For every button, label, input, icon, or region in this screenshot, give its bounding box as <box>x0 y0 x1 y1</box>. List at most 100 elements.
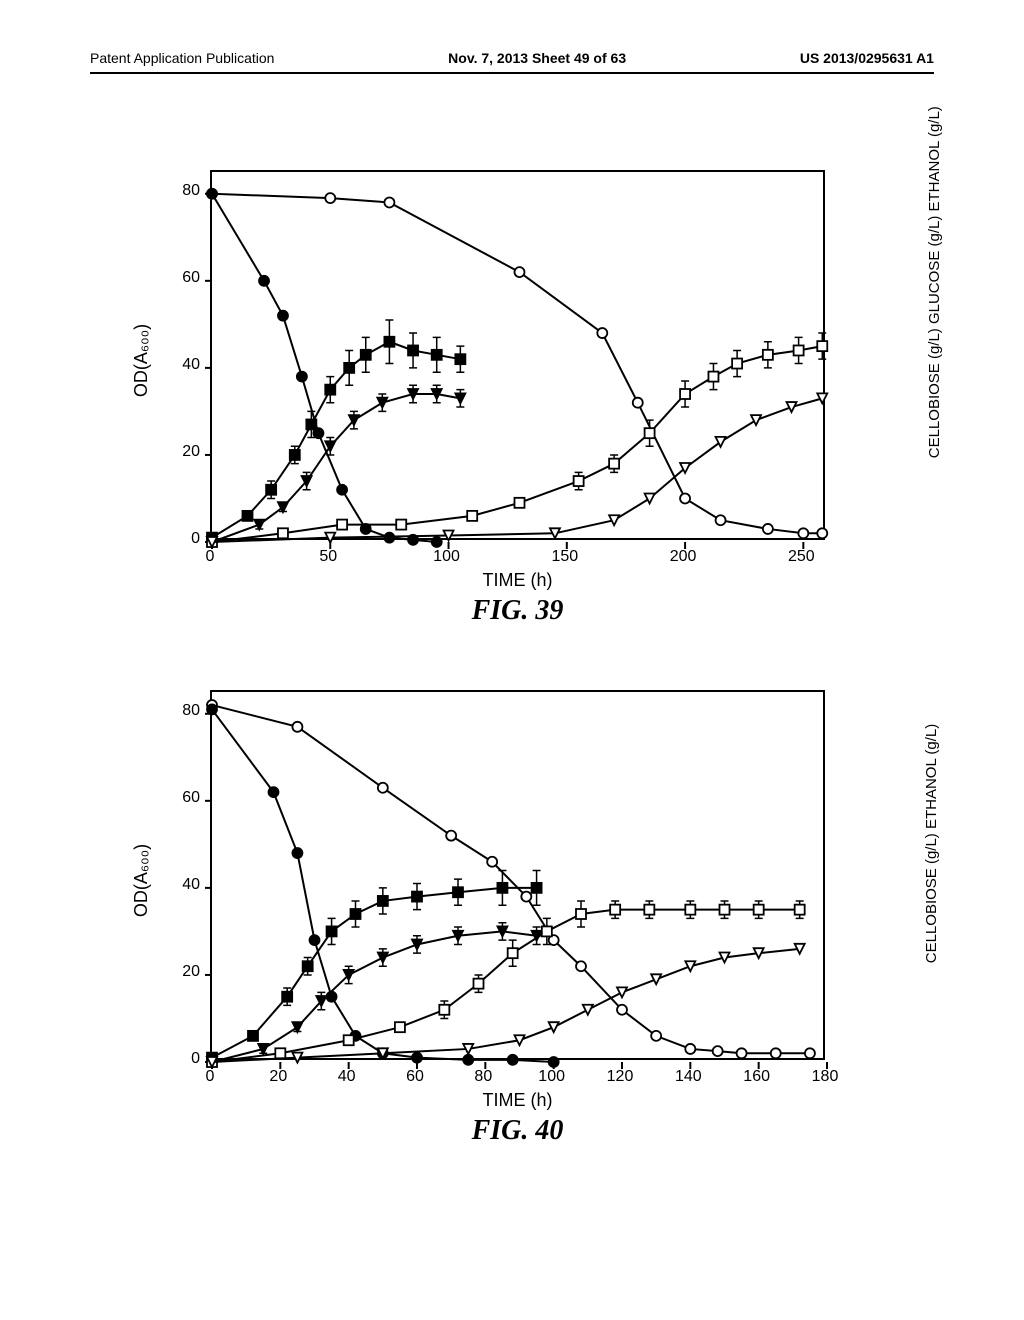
fig39-ylabel-left: OD(A₆₀₀) <box>131 324 152 397</box>
fig40-marker-open-circle <box>737 1048 747 1058</box>
fig40-marker-filled-triangle <box>412 939 422 949</box>
fig40-marker-filled-triangle <box>453 931 463 941</box>
fig39-marker-filled-square <box>290 450 300 460</box>
fig40-xtick: 60 <box>395 1068 435 1086</box>
fig40-marker-open-triangle <box>292 1053 302 1063</box>
fig39-series-filled-circle <box>212 194 437 542</box>
page-header: Patent Application Publication Nov. 7, 2… <box>0 50 1024 74</box>
fig40-marker-open-square <box>610 905 620 915</box>
fig40-marker-open-triangle <box>617 987 627 997</box>
fig40-marker-open-triangle <box>720 953 730 963</box>
fig39-marker-open-square <box>515 498 525 508</box>
fig39-xtick: 250 <box>781 548 821 566</box>
fig40-marker-open-circle <box>771 1048 781 1058</box>
fig40-marker-open-square <box>275 1048 285 1058</box>
header-left: Patent Application Publication <box>90 50 274 66</box>
fig40-xtick: 140 <box>668 1068 708 1086</box>
fig39-ytick: 0 <box>165 530 200 548</box>
fig40-marker-open-triangle <box>685 961 695 971</box>
fig40-marker-filled-square <box>351 909 361 919</box>
fig39-marker-filled-circle <box>278 311 288 321</box>
fig40-marker-filled-circle <box>292 848 302 858</box>
fig40-marker-filled-square <box>282 992 292 1002</box>
fig39-marker-open-square <box>794 345 804 355</box>
fig40-ytick: 40 <box>165 876 200 894</box>
fig40-xtick: 160 <box>737 1068 777 1086</box>
fig40-ytick: 60 <box>165 789 200 807</box>
fig39-marker-open-square <box>680 389 690 399</box>
fig40-xtick: 20 <box>258 1068 298 1086</box>
fig39-marker-open-square <box>574 476 584 486</box>
fig39-marker-filled-square <box>455 354 465 364</box>
fig39-marker-open-circle <box>515 267 525 277</box>
fig40-xtick: 100 <box>532 1068 572 1086</box>
fig39-marker-filled-circle <box>432 537 442 547</box>
fig39-marker-filled-circle <box>384 533 394 543</box>
fig39-marker-filled-circle <box>207 189 217 199</box>
fig40-xtick: 80 <box>463 1068 503 1086</box>
fig40-marker-open-circle <box>651 1031 661 1041</box>
fig40-xtick: 0 <box>190 1068 230 1086</box>
fig39-xtick: 0 <box>190 548 230 566</box>
fig39-marker-open-circle <box>763 524 773 534</box>
fig40-marker-open-triangle <box>463 1044 473 1054</box>
figure-40: OD(A₆₀₀) CELLOBIOSE (g/L) ETHANOL (g/L) … <box>95 690 925 1160</box>
fig39-marker-open-triangle <box>787 402 797 412</box>
fig39-marker-filled-triangle <box>377 398 387 408</box>
fig40-marker-open-square <box>754 905 764 915</box>
fig40-series-filled-triangle <box>212 931 537 1062</box>
fig39-marker-open-square <box>337 520 347 530</box>
fig39-marker-filled-circle <box>337 485 347 495</box>
fig39-marker-open-circle <box>384 197 394 207</box>
fig39-marker-open-triangle <box>444 530 454 540</box>
fig39-ytick: 80 <box>165 182 200 200</box>
fig40-marker-filled-triangle <box>378 953 388 963</box>
fig40-marker-filled-circle <box>269 787 279 797</box>
fig40-marker-open-triangle <box>754 948 764 958</box>
fig40-marker-open-square <box>576 909 586 919</box>
fig39-marker-open-circle <box>597 328 607 338</box>
fig40-marker-open-circle <box>521 892 531 902</box>
fig39-xlabel: TIME (h) <box>210 570 825 591</box>
fig39-marker-open-triangle <box>645 493 655 503</box>
fig40-marker-filled-square <box>497 883 507 893</box>
fig40-marker-filled-square <box>327 926 337 936</box>
fig39-marker-open-square <box>278 528 288 538</box>
fig40-ytick: 80 <box>165 702 200 720</box>
fig39-xtick: 100 <box>427 548 467 566</box>
fig39-ylabel-right: CELLOBIOSE (g/L) GLUCOSE (g/L) ETHANOL (… <box>927 258 944 458</box>
fig40-ytick: 20 <box>165 963 200 981</box>
fig40-marker-open-circle <box>713 1046 723 1056</box>
fig39-marker-filled-square <box>266 485 276 495</box>
fig39-marker-open-triangle <box>550 528 560 538</box>
fig39-marker-open-circle <box>633 398 643 408</box>
fig40-xlabel: TIME (h) <box>210 1090 825 1111</box>
fig40-marker-open-triangle <box>795 944 805 954</box>
fig40-marker-filled-square <box>412 892 422 902</box>
fig39-ytick: 40 <box>165 356 200 374</box>
fig39-marker-open-circle <box>680 493 690 503</box>
fig40-series-filled-square <box>212 888 537 1058</box>
fig39-marker-filled-circle <box>259 276 269 286</box>
fig40-marker-open-triangle <box>515 1035 525 1045</box>
fig40-marker-open-square <box>439 1005 449 1015</box>
fig39-marker-filled-square <box>242 511 252 521</box>
fig40-marker-open-circle <box>292 722 302 732</box>
fig40-marker-open-triangle <box>651 974 661 984</box>
fig40-marker-filled-square <box>303 961 313 971</box>
fig40-marker-filled-square <box>248 1031 258 1041</box>
fig39-caption: FIG. 39 <box>210 595 825 627</box>
fig39-marker-open-circle <box>798 528 808 538</box>
fig40-marker-filled-circle <box>508 1055 518 1065</box>
fig39-marker-open-square <box>609 459 619 469</box>
fig40-caption: FIG. 40 <box>210 1115 825 1147</box>
fig39-series-open-circle <box>212 194 822 534</box>
fig40-marker-filled-circle <box>327 992 337 1002</box>
fig39-marker-open-circle <box>325 193 335 203</box>
fig39-plot <box>210 170 825 540</box>
fig40-marker-open-circle <box>805 1048 815 1058</box>
fig39-marker-filled-triangle <box>254 520 264 530</box>
fig39-ytick: 20 <box>165 443 200 461</box>
fig39-marker-filled-square <box>306 419 316 429</box>
fig40-series-open-triangle <box>212 949 800 1062</box>
